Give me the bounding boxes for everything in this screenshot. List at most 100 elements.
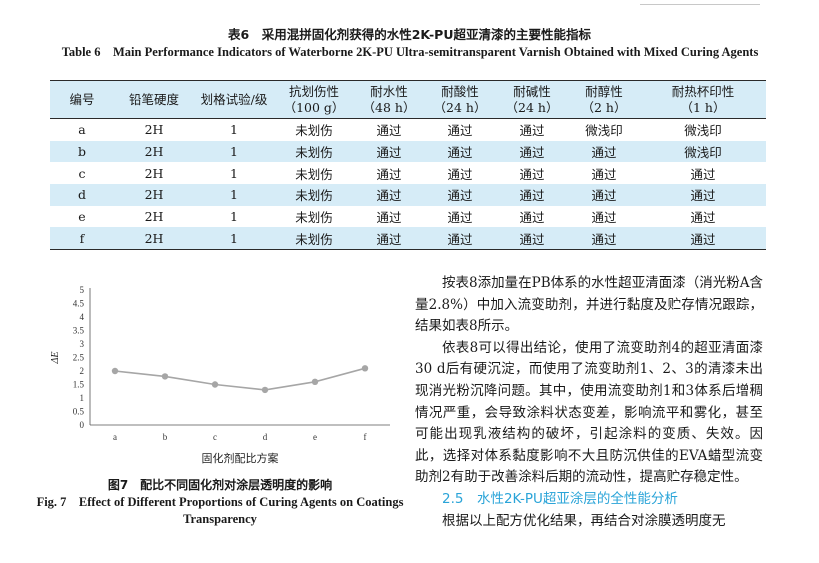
table-cell: 通过: [591, 166, 617, 182]
table-cell: 通过: [690, 210, 716, 226]
figure-caption-en: Fig. 7 Effect of Different Proportions o…: [36, 495, 404, 526]
table-caption-en: Table 6 Main Performance Indicators of W…: [61, 45, 759, 59]
data-point: [361, 365, 369, 372]
table-cell: 通过: [640, 227, 766, 251]
table-row: b 2H 1 未划伤 通过 通过 通过 通过 微浅印: [50, 140, 766, 163]
table-cell: 2H: [114, 184, 194, 206]
table-cell: 通过: [496, 140, 568, 163]
paragraph: 依表8可以得出结论，使用了流变助剂4的超亚清面漆30 d后有硬沉淀，而使用了流变…: [415, 339, 763, 486]
table-cell: 通过: [496, 184, 568, 206]
table-cell: 通过: [568, 140, 640, 163]
table-cell: 微浅印: [585, 123, 623, 139]
transparency-line-chart: 0 0.5 1 1.5 2 2.5 3 3.5 4 4.5 5 a b c d e f ΔE 固化剂配比方案: [50, 285, 390, 465]
table-cell: 通过: [640, 184, 766, 206]
x-tick-label: e: [313, 432, 317, 442]
table-cell: 1: [194, 140, 274, 163]
table-row: e 2H 1 未划伤 通过 通过 通过 通过 通过: [50, 206, 766, 228]
table-cell: 通过: [376, 123, 402, 139]
table-cell: 通过: [376, 210, 402, 226]
table-cell: 1: [230, 165, 238, 181]
table-header-row: 编号 铅笔硬度 划格试验/级 抗划伤性 （100 g） 耐水性 （48 h） 耐酸性…: [50, 80, 766, 119]
header-cell: 划格试验/级: [194, 80, 274, 119]
paragraph: 按表8添加量在PB体系的水性超亚清面漆（消光粉A含量2.8%）中加入流变助剂，并…: [415, 275, 763, 335]
table-cell: 未划伤: [295, 210, 333, 226]
header-cell: 耐酸性 （24 h）: [424, 80, 496, 119]
table-cell: 通过: [424, 184, 496, 206]
table-cell: 通过: [447, 123, 473, 139]
table-row: c 2H 1 未划伤 通过 通过 通过 通过 通过: [50, 162, 766, 184]
table-row: a 2H 1 未划伤 通过 通过 通过 微浅印 微浅印: [50, 119, 766, 141]
data-point: [111, 367, 119, 375]
table-cell: 通过: [424, 140, 496, 163]
y-tick-label: 4: [80, 312, 85, 322]
data-point: [261, 386, 269, 394]
y-axis-label: ΔE: [50, 352, 61, 365]
table-cell: 通过: [496, 227, 568, 251]
page-top-rule: [0, 0, 819, 8]
table-cell: 2H: [144, 122, 164, 138]
header-cell: 耐醇性 （2 h）: [568, 80, 640, 119]
table-cell: 通过: [376, 166, 402, 182]
table-cell: 通过: [424, 227, 496, 251]
y-tick-label: 0.5: [73, 407, 85, 417]
table-cell: 通过: [447, 210, 473, 226]
table-cell: 1: [230, 122, 238, 138]
header-cell: 耐热杯印性 （1 h）: [640, 80, 766, 119]
y-tick-label: 2.5: [73, 353, 85, 363]
table-cell: 1: [194, 227, 274, 251]
table-cell: 1: [230, 209, 238, 225]
table-cell: f: [50, 227, 114, 251]
y-tick-label: 3.5: [73, 326, 85, 336]
x-tick-label: f: [364, 432, 367, 442]
table-cell: 通过: [519, 123, 545, 139]
table-cell: 2H: [114, 227, 194, 251]
table-cell: d: [50, 184, 114, 206]
y-tick-label: 1.5: [73, 380, 85, 390]
table-cell: 通过: [519, 210, 545, 226]
table-cell: c: [78, 165, 86, 181]
table-cell: 未划伤: [274, 140, 354, 163]
header-cell: 耐碱性 （24 h）: [496, 80, 568, 119]
data-point: [211, 381, 219, 388]
table-cell: 未划伤: [274, 227, 354, 251]
y-tick-label: 5: [80, 285, 85, 295]
table-row: d 2H 1 未划伤 通过 通过 通过 通过 通过: [50, 184, 766, 206]
table-cell: 通过: [519, 166, 545, 182]
table-row: f 2H 1 未划伤 通过 通过 通过 通过 通过: [50, 227, 766, 251]
x-tick-label: b: [163, 432, 168, 442]
table-cell: b: [50, 140, 114, 163]
table-cell: 未划伤: [295, 166, 333, 182]
y-tick-label: 3: [80, 339, 85, 349]
table-cell: 通过: [354, 227, 424, 251]
section-heading: 2.5 水性2K-PU超亚涂层的全性能分析: [442, 490, 678, 507]
x-tick-label: d: [263, 432, 268, 442]
y-tick-label: 1: [80, 393, 85, 403]
table-caption-cn: 表6 采用混拼固化剂获得的水性2K-PU超亚清漆的主要性能指标: [228, 27, 591, 42]
table-cell: 未划伤: [295, 123, 333, 139]
header-cell: 抗划伤性 （100 g）: [274, 80, 354, 119]
header-cell: 编号: [50, 80, 114, 119]
table-cell: 2H: [144, 165, 164, 181]
data-point: [311, 378, 319, 385]
y-tick-label: 2: [80, 366, 85, 376]
table-cell: 未划伤: [274, 184, 354, 206]
table-cell: 通过: [354, 184, 424, 206]
data-point: [161, 373, 169, 380]
table-cell: 微浅印: [684, 123, 722, 139]
table-cell: 通过: [447, 166, 473, 182]
table-cell: 微浅印: [640, 140, 766, 163]
performance-table: 编号 铅笔硬度 划格试验/级 抗划伤性 （100 g） 耐水性 （48 h） 耐酸性…: [50, 80, 766, 251]
table-cell: 通过: [568, 227, 640, 251]
y-tick-label: 0: [80, 420, 85, 430]
table-cell: 通过: [690, 166, 716, 182]
table-cell: 通过: [591, 210, 617, 226]
table-cell: a: [78, 122, 86, 138]
header-cell: 铅笔硬度: [114, 80, 194, 119]
header-cell: 耐水性 （48 h）: [354, 80, 424, 119]
table-cell: 2H: [114, 140, 194, 163]
table-cell: 1: [194, 184, 274, 206]
x-axis-label: 固化剂配比方案: [202, 451, 279, 465]
x-tick-label: a: [113, 432, 117, 442]
figure-caption-cn: 图7 配比不同固化剂对涂层透明度的影响: [107, 478, 333, 492]
body-text: 按表8添加量在PB体系的水性超亚清面漆（消光粉A含量2.8%）中加入流变助剂，并…: [415, 273, 763, 532]
